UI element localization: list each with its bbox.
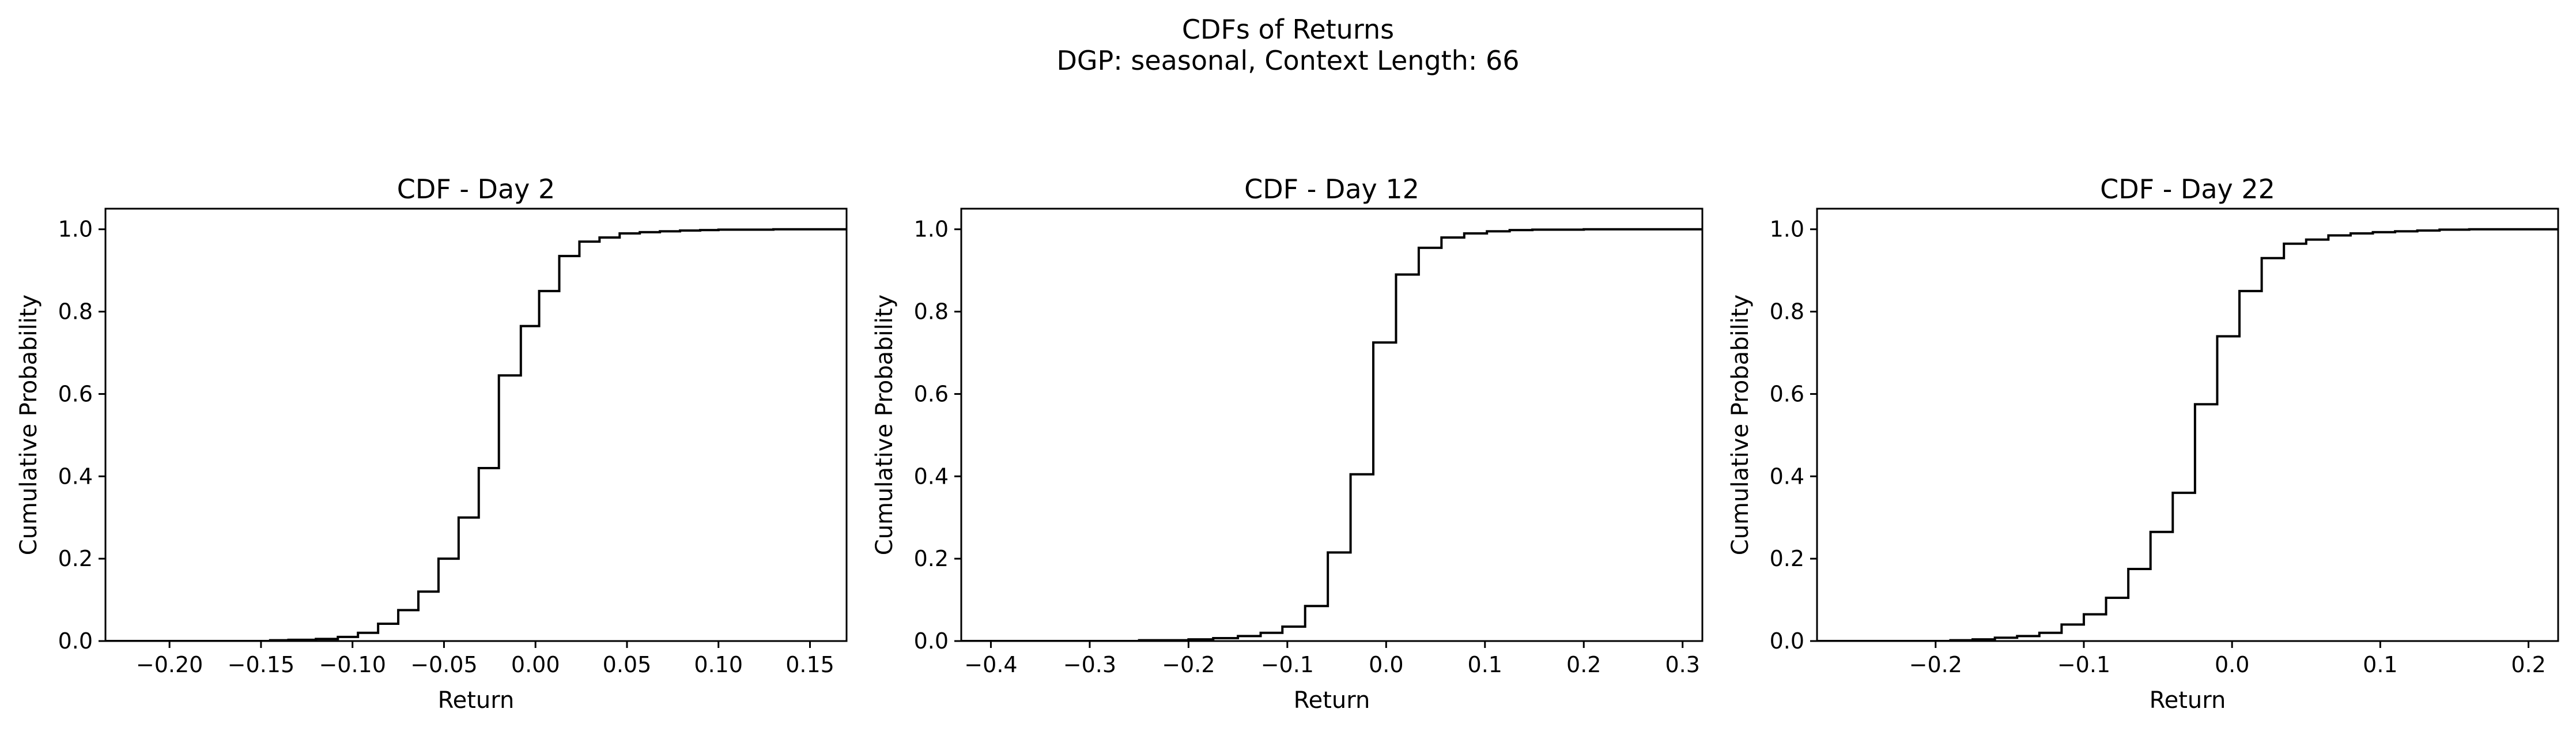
x-tick-label: 0.1 bbox=[2363, 652, 2397, 677]
y-tick-label: 0.8 bbox=[58, 299, 93, 325]
x-tick-label: −0.15 bbox=[228, 652, 294, 677]
axes-frame bbox=[960, 208, 1704, 642]
x-tick-label: 0.2 bbox=[2511, 652, 2545, 677]
x-tick-label: −0.2 bbox=[1909, 652, 1962, 677]
y-axis-label: Cumulative Probability bbox=[1727, 295, 1754, 555]
chart-title: CDF - Day 22 bbox=[2100, 174, 2275, 205]
x-tick-label: 0.1 bbox=[1468, 652, 1502, 677]
y-tick-label: 0.8 bbox=[914, 299, 949, 325]
y-tick-label: 0.6 bbox=[1770, 381, 1804, 406]
cdf-step-line bbox=[105, 228, 847, 641]
x-tick-label: −0.1 bbox=[1261, 652, 1314, 677]
y-tick-label: 0.6 bbox=[58, 381, 93, 406]
cdf-step-line bbox=[1817, 228, 2558, 641]
x-tick-label: 0.05 bbox=[603, 652, 652, 677]
y-tick-label: 1.0 bbox=[58, 217, 93, 242]
x-tick-label: −0.10 bbox=[319, 652, 386, 677]
x-tick-label: 0.0 bbox=[2215, 652, 2249, 677]
x-tick-label: −0.4 bbox=[964, 652, 1017, 677]
axes-frame bbox=[104, 208, 848, 642]
y-tick-label: 0.0 bbox=[58, 628, 93, 654]
x-tick-label: 0.3 bbox=[1665, 652, 1699, 677]
x-axis-label: Return bbox=[2150, 687, 2226, 714]
y-tick-label: 0.0 bbox=[1770, 628, 1804, 654]
y-tick-label: 0.2 bbox=[1770, 546, 1804, 571]
axes-frame bbox=[1816, 208, 2559, 642]
y-tick-label: 0.2 bbox=[58, 546, 93, 571]
x-tick-label: 0.2 bbox=[1566, 652, 1601, 677]
x-tick-label: 0.0 bbox=[1369, 652, 1403, 677]
figure-subtitle: DGP: seasonal, Context Length: 66 bbox=[1056, 45, 1520, 76]
cdf-step-line bbox=[961, 228, 1702, 641]
x-tick-label: −0.2 bbox=[1162, 652, 1215, 677]
chart-title: CDF - Day 12 bbox=[1244, 174, 1419, 205]
y-tick-label: 0.8 bbox=[1770, 299, 1804, 325]
figure-title: CDFs of Returns bbox=[1181, 14, 1395, 45]
x-axis-label: Return bbox=[438, 687, 515, 714]
x-tick-label: 0.15 bbox=[785, 652, 834, 677]
chart-panel-3: CDF - Day 22 −0.2 −0.1 0.0 0.1 0.2 0.0 0.2 0.4 0.… bbox=[1727, 174, 2559, 714]
y-tick-label: 1.0 bbox=[1770, 217, 1804, 242]
x-tick-label: −0.05 bbox=[410, 652, 477, 677]
x-tick-label: −0.20 bbox=[136, 652, 203, 677]
chart-panel-1: CDF - Day 2 −0.20 −0.15 −0.10 −0.05 0.00 0.05 0… bbox=[16, 174, 848, 714]
x-tick-label: 0.10 bbox=[694, 652, 743, 677]
x-tick-label: −0.1 bbox=[2057, 652, 2110, 677]
chart-panel-2: CDF - Day 12 −0.4 −0.3 −0.2 −0.1 0.0 0.1 0.2 0.3… bbox=[871, 174, 1704, 714]
y-tick-label: 0.6 bbox=[914, 381, 949, 406]
y-tick-label: 0.0 bbox=[914, 628, 949, 654]
x-axis-label: Return bbox=[1294, 687, 1370, 714]
x-tick-label: −0.3 bbox=[1063, 652, 1116, 677]
y-axis-label: Cumulative Probability bbox=[16, 295, 42, 555]
x-tick-label: 0.00 bbox=[511, 652, 560, 677]
y-axis-label: Cumulative Probability bbox=[871, 295, 898, 555]
y-tick-label: 1.0 bbox=[914, 217, 949, 242]
y-tick-label: 0.4 bbox=[58, 463, 93, 489]
y-tick-label: 0.4 bbox=[1770, 463, 1804, 489]
y-tick-label: 0.2 bbox=[914, 546, 949, 571]
y-tick-label: 0.4 bbox=[914, 463, 949, 489]
chart-title: CDF - Day 2 bbox=[397, 174, 556, 205]
